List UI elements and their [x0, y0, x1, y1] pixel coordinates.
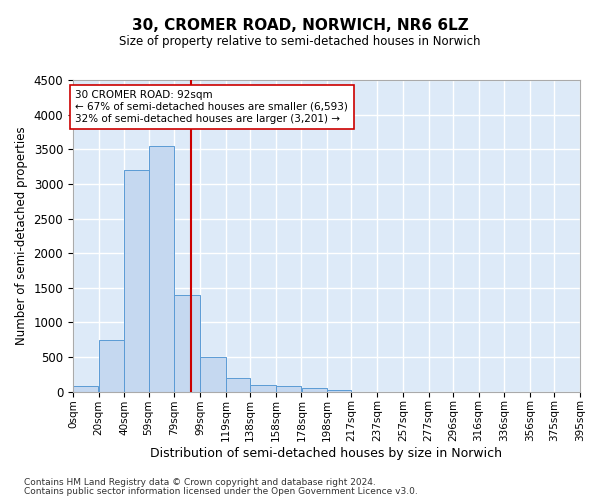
Text: Size of property relative to semi-detached houses in Norwich: Size of property relative to semi-detach… — [119, 35, 481, 48]
Bar — [99, 340, 124, 392]
Text: Contains HM Land Registry data © Crown copyright and database right 2024.: Contains HM Land Registry data © Crown c… — [24, 478, 376, 487]
Text: Contains public sector information licensed under the Open Government Licence v3: Contains public sector information licen… — [24, 487, 418, 496]
Bar — [276, 386, 301, 392]
Text: 30 CROMER ROAD: 92sqm
← 67% of semi-detached houses are smaller (6,593)
32% of s: 30 CROMER ROAD: 92sqm ← 67% of semi-deta… — [76, 90, 349, 124]
Bar — [226, 378, 250, 392]
Bar — [124, 170, 149, 392]
Y-axis label: Number of semi-detached properties: Number of semi-detached properties — [15, 126, 28, 345]
Bar — [200, 357, 226, 392]
Bar — [73, 386, 98, 392]
Bar — [149, 146, 174, 392]
Bar — [327, 390, 352, 392]
X-axis label: Distribution of semi-detached houses by size in Norwich: Distribution of semi-detached houses by … — [151, 447, 502, 460]
Bar — [302, 388, 327, 392]
Bar — [175, 294, 200, 392]
Text: 30, CROMER ROAD, NORWICH, NR6 6LZ: 30, CROMER ROAD, NORWICH, NR6 6LZ — [131, 18, 469, 32]
Bar — [250, 385, 275, 392]
